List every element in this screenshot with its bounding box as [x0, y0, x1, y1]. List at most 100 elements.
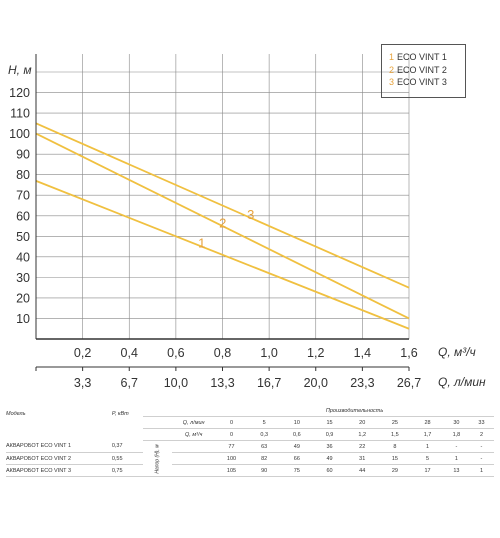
table-cell: -	[468, 440, 494, 453]
y-tick-label: 110	[10, 107, 30, 121]
table-cell: 5	[411, 452, 444, 465]
table-title: Производительность	[215, 405, 494, 417]
table-row: АКВАРОБОТ ECO VINT 3 0,75 105 90 75 60 4…	[6, 464, 494, 477]
empty-cell	[172, 440, 216, 453]
y-tick-label: 40	[16, 250, 30, 264]
series-label: 3	[247, 207, 254, 222]
table-cell: 31	[345, 452, 379, 465]
table-cell: 30	[443, 416, 469, 429]
x2-axis-label: Q, л/мин	[438, 375, 486, 389]
table-cell: 75	[280, 464, 314, 477]
series-line	[35, 180, 410, 330]
x2-tick-label: 10,0	[164, 376, 188, 390]
table-cell: 15	[313, 416, 346, 429]
table-cell: 29	[378, 464, 412, 477]
model-name: АКВАРОБОТ ECO VINT 1	[6, 440, 112, 453]
table-cell: 49	[280, 440, 314, 453]
table-cell: 8	[378, 440, 412, 453]
y-tick-label: 70	[16, 189, 30, 203]
table-cell: 1	[468, 464, 494, 477]
model-name: АКВАРОБОТ ECO VINT 3	[6, 464, 112, 477]
table-cell: 13	[443, 464, 469, 477]
model-power: 0,75	[111, 464, 144, 477]
q-m3h-label: Q, м³/ч	[172, 428, 216, 441]
series-line	[35, 122, 410, 289]
x-tick-label: 1,4	[354, 346, 371, 360]
table-cell: 22	[345, 440, 379, 453]
x2-tick-label: 13,3	[210, 376, 234, 390]
table-cell: 28	[411, 416, 444, 429]
y-tick-label: 80	[16, 168, 30, 182]
table-cell: 20	[345, 416, 379, 429]
y-tick-label: 60	[16, 209, 30, 223]
table-cell: 82	[247, 452, 281, 465]
table-cell: -	[468, 452, 494, 465]
table-cell: 5	[247, 416, 281, 429]
table-cell: 0,6	[280, 428, 314, 441]
y-tick-label: 20	[16, 291, 30, 305]
x2-tick-label: 26,7	[397, 376, 421, 390]
performance-table: Модель P, кВт Производительность Q, л/ми…	[6, 405, 494, 477]
head-label: Напор (H), м	[154, 443, 161, 474]
legend-item-label: ECO VINT 3	[397, 77, 447, 87]
table-cell: 1	[411, 440, 444, 453]
legend-item-label: ECO VINT 1	[397, 52, 447, 62]
table-cell: 60	[313, 464, 346, 477]
x-tick-label: 1,2	[307, 346, 324, 360]
legend-item: 1 ECO VINT 1	[389, 51, 465, 64]
table-cell: 0	[215, 428, 248, 441]
x-tick-label: 1,6	[400, 346, 417, 360]
model-column-header: Модель	[6, 411, 26, 417]
table-cell: 36	[313, 440, 346, 453]
y-tick-label: 120	[9, 86, 30, 100]
q-lmin-row: Q, л/мин 0 5 10 15 20 25 28 30 33	[6, 416, 494, 429]
table-cell: 1,2	[345, 428, 379, 441]
table-cell: 1,7	[411, 428, 444, 441]
x-tick-label: 0,6	[167, 346, 184, 360]
empty-cell	[143, 416, 173, 429]
legend-item-number: 3	[389, 77, 395, 87]
y-tick-label: 90	[16, 148, 30, 162]
series-label: 2	[219, 215, 226, 230]
y-tick-label: 100	[9, 127, 30, 141]
table-cell: 1	[443, 452, 469, 465]
table-row: АКВАРОБОТ ECO VINT 1 0,37 Напор (H), м 7…	[6, 440, 494, 477]
table-cell: 0,9	[313, 428, 346, 441]
x2-tick-label: 16,7	[257, 376, 281, 390]
head-label-cell: Напор (H), м	[143, 440, 173, 477]
table-cell: 77	[215, 440, 248, 453]
x2-tick-label: 20,0	[304, 376, 328, 390]
chart-curve-labels: 12 3	[198, 207, 254, 250]
x2-tick-label: 6,7	[121, 376, 138, 390]
table-cell: 17	[411, 464, 444, 477]
chart-grid	[36, 54, 410, 339]
empty-cell	[172, 452, 216, 465]
table-cell: 0	[215, 416, 248, 429]
table-cell: 33	[468, 416, 494, 429]
table-cell: 1,8	[443, 428, 469, 441]
table-cell: 44	[345, 464, 379, 477]
chart-ticks: 10 20 30 40 50 60 70 80 90 100 110 120 0,2 0,4 0,6 0,8 1…	[9, 86, 421, 390]
x-tick-label: 0,2	[74, 346, 91, 360]
empty-cell	[172, 464, 216, 477]
q-lmin-label: Q, л/мин	[172, 416, 216, 429]
table-cell: 105	[215, 464, 248, 477]
table-cell: -	[443, 440, 469, 453]
y-axis-label: H, м	[8, 63, 32, 77]
series-line	[35, 132, 410, 320]
legend-item-number: 2	[389, 64, 395, 75]
table-cell: 1,5	[378, 428, 412, 441]
x-tick-label: 0,4	[121, 346, 138, 360]
table-cell: 100	[215, 452, 248, 465]
table-cell: 10	[280, 416, 314, 429]
model-power: 0,37	[111, 440, 144, 453]
table-cell: 15	[378, 452, 412, 465]
pump-curve-chart: 10 20 30 40 50 60 70 80 90 100 110 120 0,2 0,4 0,6 0,8 1…	[8, 54, 486, 390]
series-label: 1	[198, 235, 205, 250]
empty-cell	[172, 405, 216, 417]
legend-item-label: ECO VINT 2	[397, 64, 447, 75]
power-column-header: P, кВт	[111, 411, 129, 417]
x-tick-label: 1,0	[260, 346, 277, 360]
x2-tick-label: 23,3	[350, 376, 374, 390]
y-tick-label: 50	[16, 230, 30, 244]
